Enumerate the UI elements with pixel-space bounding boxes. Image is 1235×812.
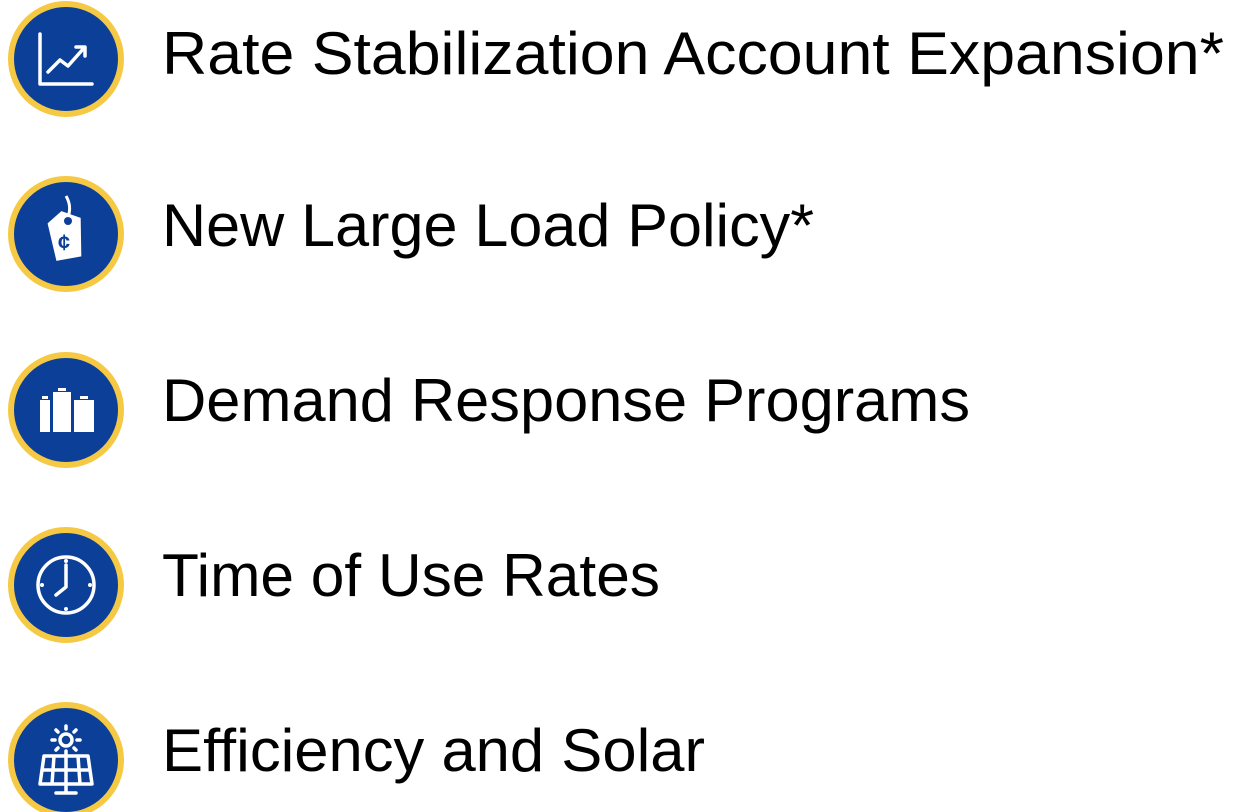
list-item: Time of Use Rates xyxy=(8,527,660,643)
solar-icon xyxy=(8,702,124,812)
item-label: Rate Stabilization Account Expansion* xyxy=(162,20,1224,87)
list-item: Demand Response Programs xyxy=(8,352,970,468)
cent-glyph: ¢ xyxy=(58,230,70,255)
list-item: ¢ New Large Load Policy* xyxy=(8,176,814,292)
item-label: Demand Response Programs xyxy=(162,367,970,434)
item-label: Time of Use Rates xyxy=(162,542,660,609)
list-item: Efficiency and Solar xyxy=(8,702,705,812)
chart-icon xyxy=(8,1,124,117)
item-label: Efficiency and Solar xyxy=(162,717,705,784)
price-tag-icon: ¢ xyxy=(8,176,124,292)
battery-icon xyxy=(8,352,124,468)
item-label: New Large Load Policy* xyxy=(162,192,814,259)
list-item: Rate Stabilization Account Expansion* xyxy=(8,1,1224,117)
clock-icon xyxy=(8,527,124,643)
